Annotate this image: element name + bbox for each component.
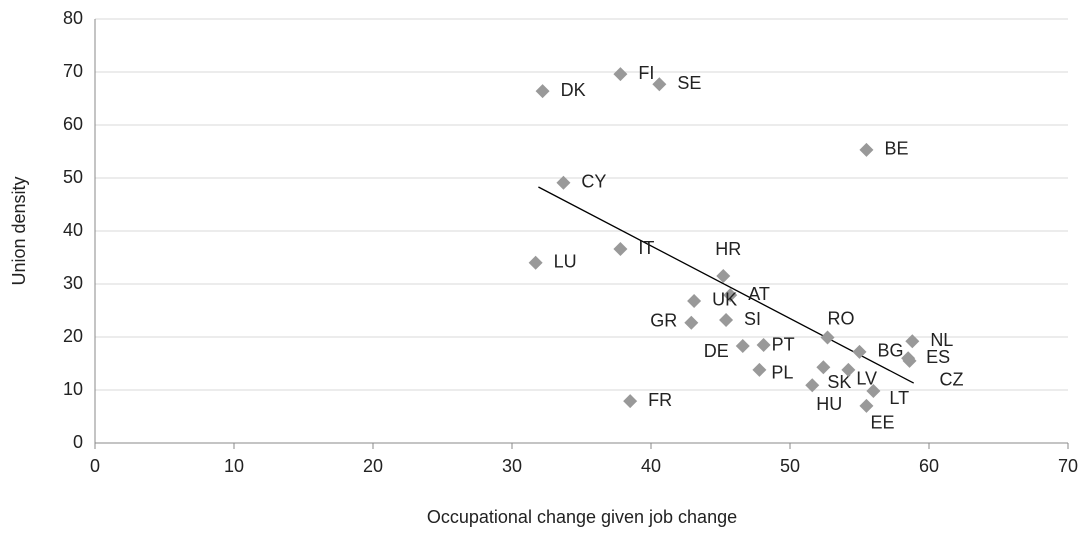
point-label: GR xyxy=(650,310,677,330)
point xyxy=(905,334,920,349)
point xyxy=(805,378,820,393)
point-label: IT xyxy=(638,238,654,258)
y-tick-label: 60 xyxy=(63,114,83,134)
point-label: NL xyxy=(930,330,953,350)
point xyxy=(859,398,874,413)
point xyxy=(684,315,699,330)
point xyxy=(613,242,628,257)
point xyxy=(613,67,628,82)
point xyxy=(859,142,874,157)
point xyxy=(841,362,856,377)
point xyxy=(866,384,881,399)
y-axis-title: Union density xyxy=(9,176,29,285)
x-tick-label: 70 xyxy=(1058,456,1078,476)
point-label: CZ xyxy=(940,370,964,390)
point-label: SK xyxy=(827,372,851,392)
point-label: DK xyxy=(561,80,586,100)
point-label: LU xyxy=(554,252,577,272)
point-label: HU xyxy=(816,394,842,414)
point-label: LV xyxy=(856,369,877,389)
point-label: FR xyxy=(648,390,672,410)
point-label: PL xyxy=(771,363,793,383)
point-label: PT xyxy=(772,335,795,355)
y-tick-label: 10 xyxy=(63,379,83,399)
y-tick-label: 30 xyxy=(63,273,83,293)
point-label: DE xyxy=(704,341,729,361)
point-label: SI xyxy=(744,309,761,329)
point-label: SE xyxy=(677,73,701,93)
point xyxy=(756,337,771,352)
point xyxy=(735,339,750,354)
point-label: EE xyxy=(870,413,894,433)
point-label: AT xyxy=(748,284,770,304)
x-tick-label: 30 xyxy=(502,456,522,476)
point xyxy=(535,84,550,99)
point xyxy=(902,353,917,368)
y-tick-label: 0 xyxy=(73,432,83,452)
x-tick-label: 20 xyxy=(363,456,383,476)
point xyxy=(528,255,543,270)
y-tick-label: 20 xyxy=(63,326,83,346)
point xyxy=(556,175,571,190)
point-label: BE xyxy=(884,139,908,159)
y-tick-label: 50 xyxy=(63,167,83,187)
point xyxy=(820,330,835,345)
point xyxy=(752,362,767,377)
trendline xyxy=(538,186,915,384)
x-tick-label: 50 xyxy=(780,456,800,476)
x-tick-label: 10 xyxy=(224,456,244,476)
point-label: HR xyxy=(715,239,741,259)
y-tick-label: 40 xyxy=(63,220,83,240)
point xyxy=(716,269,731,284)
point xyxy=(687,293,702,308)
point xyxy=(623,394,638,409)
point xyxy=(652,77,667,92)
x-tick-label: 40 xyxy=(641,456,661,476)
point xyxy=(816,360,831,375)
point-label: RO xyxy=(828,308,855,328)
y-tick-label: 70 xyxy=(63,61,83,81)
x-tick-label: 0 xyxy=(90,456,100,476)
point-label: ES xyxy=(926,347,950,367)
y-tick-label: 80 xyxy=(63,8,83,28)
point-label: CY xyxy=(581,172,606,192)
point-label: FI xyxy=(638,63,654,83)
point xyxy=(852,344,867,359)
point-label: UK xyxy=(712,290,737,310)
point-label: BG xyxy=(878,341,904,361)
point-label: LT xyxy=(889,388,909,408)
point xyxy=(719,313,734,328)
point xyxy=(723,288,738,303)
x-tick-label: 60 xyxy=(919,456,939,476)
x-axis-title: Occupational change given job change xyxy=(427,507,737,527)
